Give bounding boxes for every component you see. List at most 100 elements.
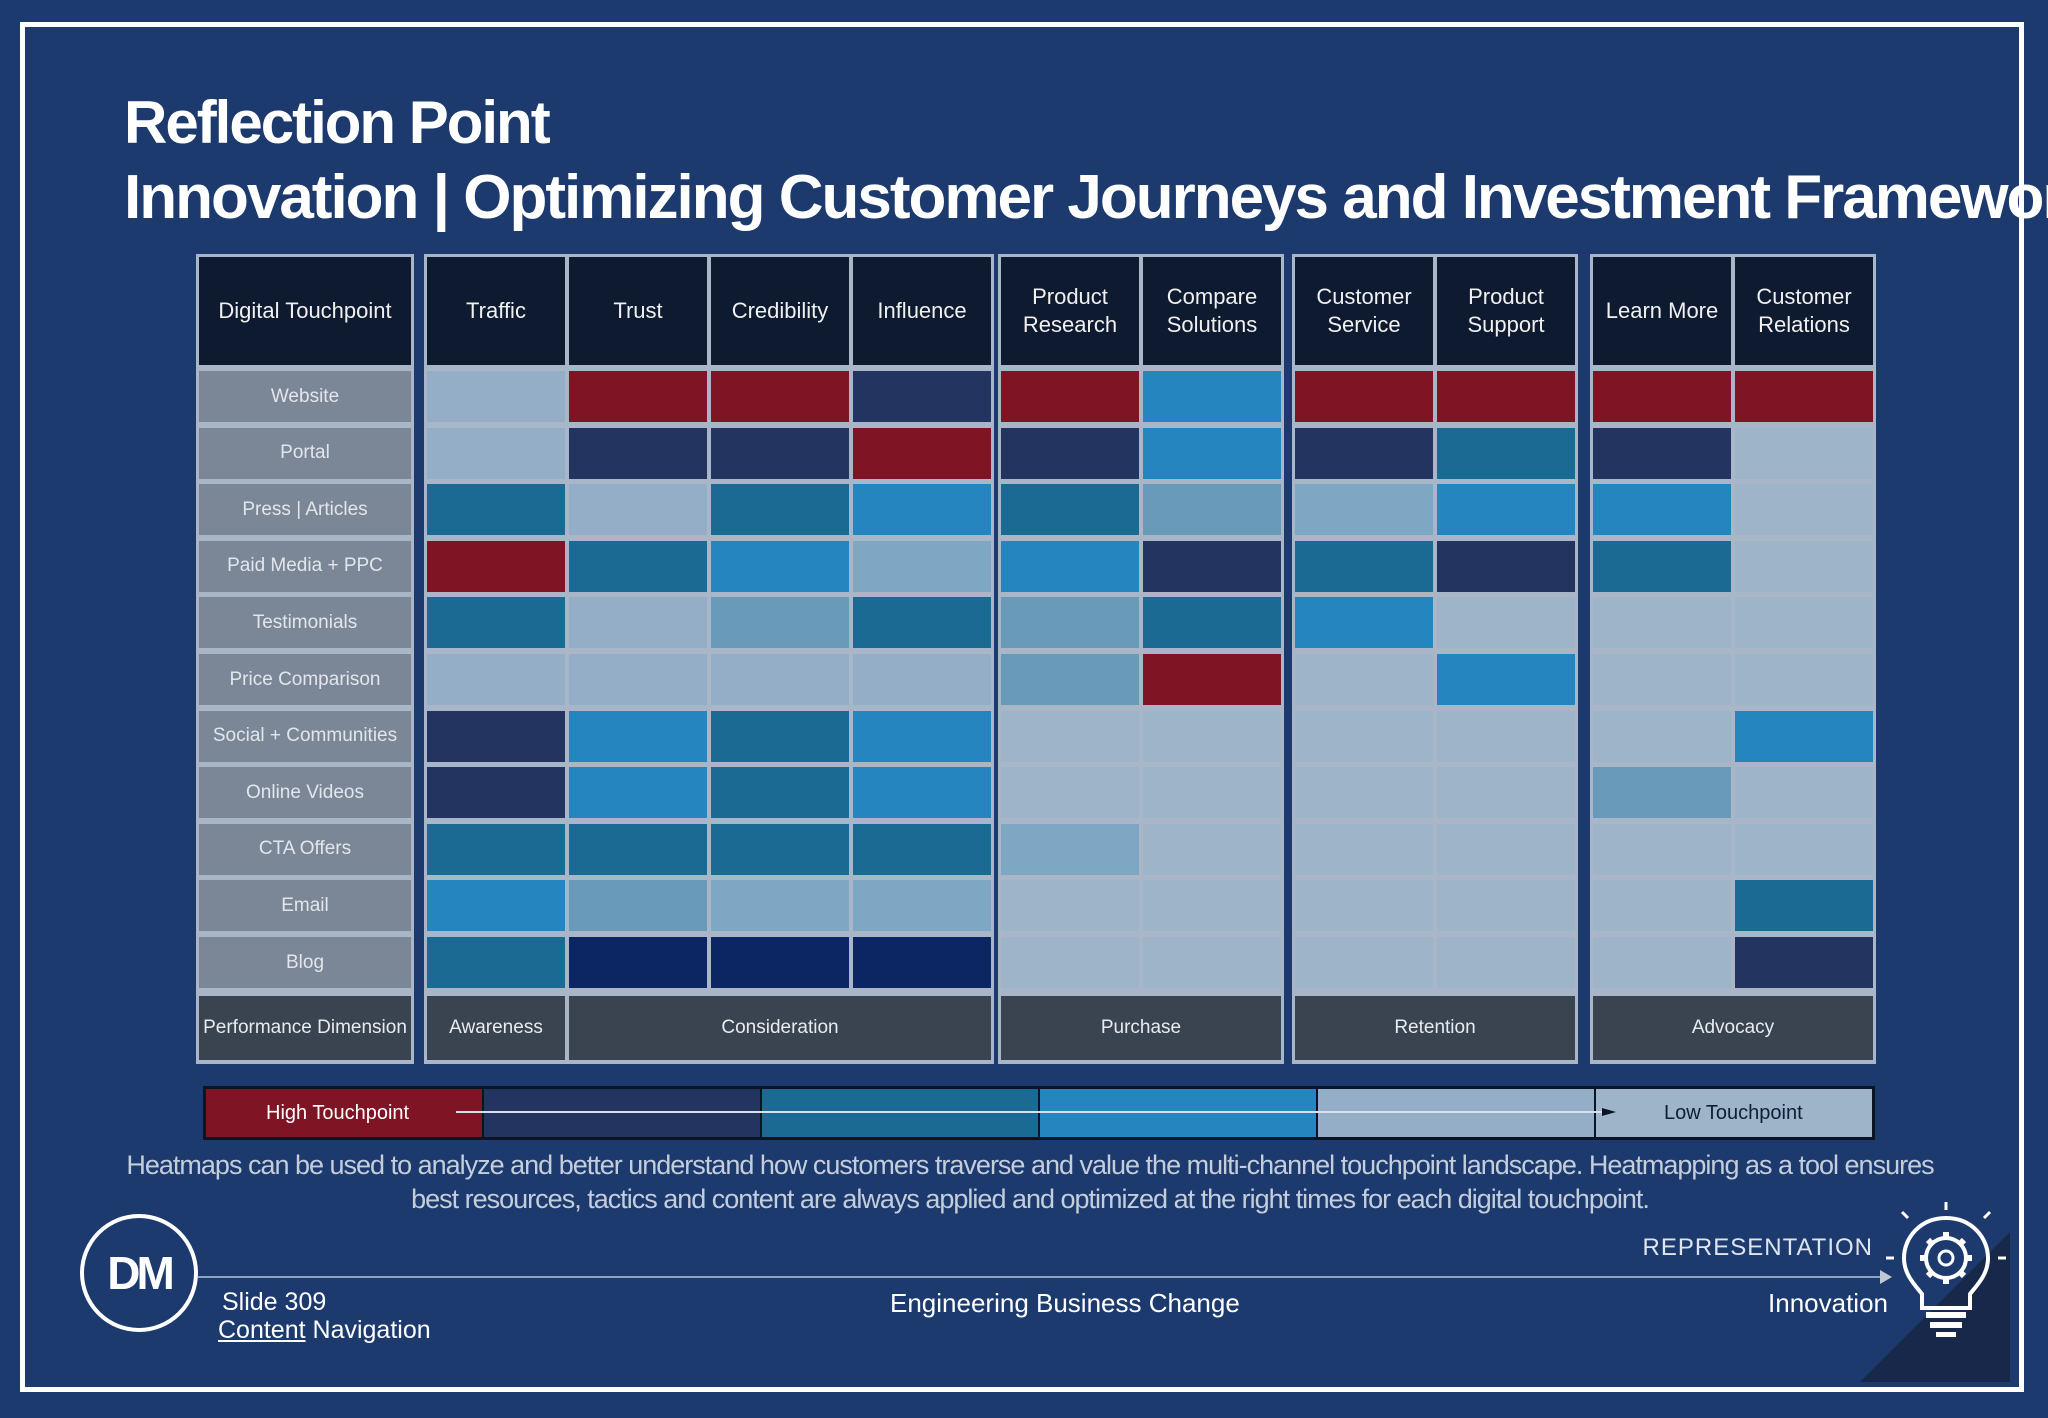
heat-cell[interactable] — [569, 371, 707, 422]
heat-cell[interactable] — [1735, 880, 1873, 932]
heat-cell[interactable] — [1437, 937, 1575, 988]
heat-cell[interactable] — [1593, 371, 1731, 422]
heat-cell[interactable] — [1001, 710, 1139, 762]
heat-cell[interactable] — [1735, 767, 1873, 819]
heat-cell[interactable] — [711, 540, 849, 592]
heat-cell[interactable] — [1143, 371, 1281, 422]
heat-cell[interactable] — [711, 597, 849, 649]
heat-cell[interactable] — [569, 710, 707, 762]
heat-cell[interactable] — [1437, 767, 1575, 819]
heat-cell[interactable] — [1295, 597, 1433, 649]
heat-cell[interactable] — [1593, 654, 1731, 705]
heat-cell[interactable] — [1001, 937, 1139, 988]
heat-cell[interactable] — [1295, 654, 1433, 705]
heat-cell[interactable] — [1001, 540, 1139, 592]
heat-cell[interactable] — [569, 937, 707, 988]
heat-cell[interactable] — [711, 880, 849, 932]
heat-cell[interactable] — [1735, 937, 1873, 988]
heat-cell[interactable] — [569, 823, 707, 875]
heat-cell[interactable] — [1735, 484, 1873, 536]
heat-cell[interactable] — [853, 937, 991, 988]
heat-cell[interactable] — [1437, 823, 1575, 875]
heat-cell[interactable] — [1437, 540, 1575, 592]
heat-cell[interactable] — [427, 937, 565, 988]
heat-cell[interactable] — [427, 767, 565, 819]
heat-cell[interactable] — [1437, 427, 1575, 479]
heat-cell[interactable] — [1593, 937, 1731, 988]
heat-cell[interactable] — [1295, 427, 1433, 479]
heat-cell[interactable] — [1735, 371, 1873, 422]
heat-cell[interactable] — [1295, 710, 1433, 762]
heat-cell[interactable] — [853, 597, 991, 649]
heat-cell[interactable] — [1143, 540, 1281, 592]
heat-cell[interactable] — [1295, 484, 1433, 536]
heat-cell[interactable] — [1593, 597, 1731, 649]
heat-cell[interactable] — [1143, 427, 1281, 479]
heat-cell[interactable] — [1001, 427, 1139, 479]
heat-cell[interactable] — [569, 767, 707, 819]
heat-cell[interactable] — [569, 427, 707, 479]
heat-cell[interactable] — [1593, 823, 1731, 875]
heat-cell[interactable] — [711, 767, 849, 819]
heat-cell[interactable] — [1143, 880, 1281, 932]
heat-cell[interactable] — [569, 880, 707, 932]
content-link[interactable]: Content — [218, 1316, 306, 1344]
heat-cell[interactable] — [1593, 710, 1731, 762]
heat-cell[interactable] — [711, 484, 849, 536]
heat-cell[interactable] — [1437, 371, 1575, 422]
heat-cell[interactable] — [1001, 597, 1139, 649]
heat-cell[interactable] — [1735, 597, 1873, 649]
heat-cell[interactable] — [853, 371, 991, 422]
heat-cell[interactable] — [1001, 880, 1139, 932]
heat-cell[interactable] — [427, 540, 565, 592]
heat-cell[interactable] — [1001, 484, 1139, 536]
heat-cell[interactable] — [1295, 937, 1433, 988]
heat-cell[interactable] — [1437, 654, 1575, 705]
heat-cell[interactable] — [1143, 484, 1281, 536]
heat-cell[interactable] — [1143, 937, 1281, 988]
heat-cell[interactable] — [853, 654, 991, 705]
heat-cell[interactable] — [1735, 710, 1873, 762]
heat-cell[interactable] — [1437, 597, 1575, 649]
heat-cell[interactable] — [1143, 767, 1281, 819]
heat-cell[interactable] — [1735, 427, 1873, 479]
heat-cell[interactable] — [427, 654, 565, 705]
heat-cell[interactable] — [1001, 654, 1139, 705]
heat-cell[interactable] — [1437, 880, 1575, 932]
heat-cell[interactable] — [853, 880, 991, 932]
heat-cell[interactable] — [1735, 654, 1873, 705]
heat-cell[interactable] — [1143, 597, 1281, 649]
heat-cell[interactable] — [1001, 823, 1139, 875]
heat-cell[interactable] — [711, 823, 849, 875]
heat-cell[interactable] — [1735, 540, 1873, 592]
heat-cell[interactable] — [711, 654, 849, 705]
heat-cell[interactable] — [853, 484, 991, 536]
heat-cell[interactable] — [1295, 767, 1433, 819]
heat-cell[interactable] — [1295, 880, 1433, 932]
heat-cell[interactable] — [569, 540, 707, 592]
heat-cell[interactable] — [853, 823, 991, 875]
heat-cell[interactable] — [1593, 880, 1731, 932]
heat-cell[interactable] — [711, 937, 849, 988]
heat-cell[interactable] — [1001, 371, 1139, 422]
heat-cell[interactable] — [853, 540, 991, 592]
heat-cell[interactable] — [711, 710, 849, 762]
heat-cell[interactable] — [569, 654, 707, 705]
heat-cell[interactable] — [1437, 484, 1575, 536]
heat-cell[interactable] — [1295, 540, 1433, 592]
heat-cell[interactable] — [1295, 823, 1433, 875]
heat-cell[interactable] — [569, 597, 707, 649]
heat-cell[interactable] — [1001, 767, 1139, 819]
heat-cell[interactable] — [427, 427, 565, 479]
heat-cell[interactable] — [1295, 371, 1433, 422]
heat-cell[interactable] — [427, 823, 565, 875]
heat-cell[interactable] — [1143, 654, 1281, 705]
heat-cell[interactable] — [853, 767, 991, 819]
heat-cell[interactable] — [427, 371, 565, 422]
heat-cell[interactable] — [569, 484, 707, 536]
heat-cell[interactable] — [427, 710, 565, 762]
dm-logo[interactable]: DM — [80, 1214, 198, 1332]
heat-cell[interactable] — [427, 484, 565, 536]
heat-cell[interactable] — [1593, 427, 1731, 479]
heat-cell[interactable] — [853, 427, 991, 479]
